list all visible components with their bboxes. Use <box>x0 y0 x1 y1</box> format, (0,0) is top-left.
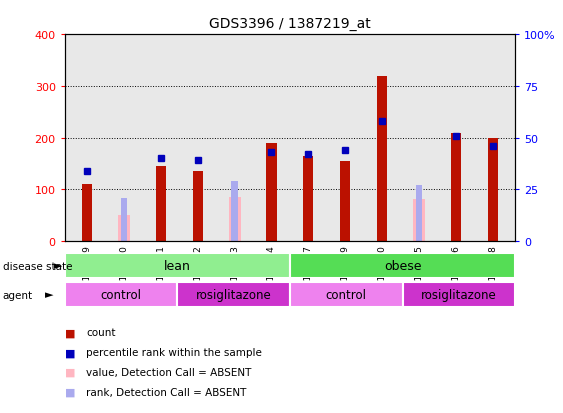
Bar <box>290 253 515 279</box>
Bar <box>82 185 92 242</box>
Text: control: control <box>101 288 141 301</box>
Text: count: count <box>86 328 115 337</box>
Text: rosiglitazone: rosiglitazone <box>196 288 271 301</box>
Bar <box>290 282 403 308</box>
Title: GDS3396 / 1387219_at: GDS3396 / 1387219_at <box>209 17 371 31</box>
Text: ■: ■ <box>65 387 75 397</box>
Bar <box>229 198 240 242</box>
Bar <box>65 253 290 279</box>
Bar <box>340 161 350 242</box>
Bar <box>155 167 166 242</box>
Bar <box>193 172 203 242</box>
Text: ►: ► <box>53 261 62 271</box>
Text: ►: ► <box>44 290 53 300</box>
Text: ■: ■ <box>65 367 75 377</box>
Text: agent: agent <box>3 290 33 300</box>
Bar <box>488 138 498 242</box>
Text: disease state: disease state <box>3 261 72 271</box>
Bar <box>377 76 387 242</box>
Text: value, Detection Call = ABSENT: value, Detection Call = ABSENT <box>86 367 252 377</box>
Bar <box>120 198 127 242</box>
Text: rank, Detection Call = ABSENT: rank, Detection Call = ABSENT <box>86 387 247 397</box>
Text: ■: ■ <box>65 328 75 337</box>
Bar <box>403 282 515 308</box>
Bar <box>413 199 425 242</box>
Bar <box>65 282 177 308</box>
Text: lean: lean <box>164 259 191 273</box>
Text: rosiglitazone: rosiglitazone <box>421 288 497 301</box>
Bar <box>416 186 422 242</box>
Bar <box>231 182 238 242</box>
Text: percentile rank within the sample: percentile rank within the sample <box>86 347 262 357</box>
Text: obese: obese <box>384 259 421 273</box>
Bar <box>303 157 314 242</box>
Bar <box>451 133 461 242</box>
Text: control: control <box>326 288 367 301</box>
Bar <box>118 216 130 242</box>
Bar <box>177 282 290 308</box>
Text: ■: ■ <box>65 347 75 357</box>
Bar <box>266 143 276 242</box>
